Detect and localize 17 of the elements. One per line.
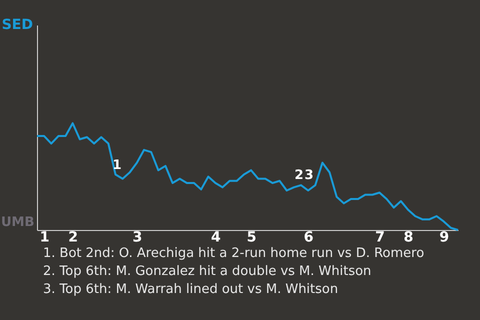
- text: SED: [2, 17, 33, 33]
- x-tick-label: 5: [246, 230, 256, 246]
- x-tick-label: 7: [375, 230, 385, 246]
- x-tick-label: 4: [211, 230, 222, 246]
- text: UMB: [1, 215, 34, 230]
- x-tick-label: 1: [40, 230, 50, 246]
- x-tick-label: 6: [304, 230, 314, 246]
- x-tick-label: 9: [439, 230, 450, 246]
- x-tick-label: 8: [404, 230, 414, 246]
- text: 2. Top 6th: M. Gonzalez hit a double vs M. Whitson: [43, 264, 372, 279]
- x-tick-label: 2: [68, 230, 78, 246]
- text: 1. Bot 2nd: O. Arechiga hit a 2-run home run vs D. Romero: [43, 246, 424, 261]
- annotation: 1: [112, 158, 122, 173]
- text: 3. Top 6th: M. Warrah lined out vs M. Whitson: [43, 282, 338, 297]
- annotation: 2: [294, 168, 304, 183]
- annotation: 3: [304, 168, 314, 183]
- x-tick-label: 3: [132, 230, 142, 246]
